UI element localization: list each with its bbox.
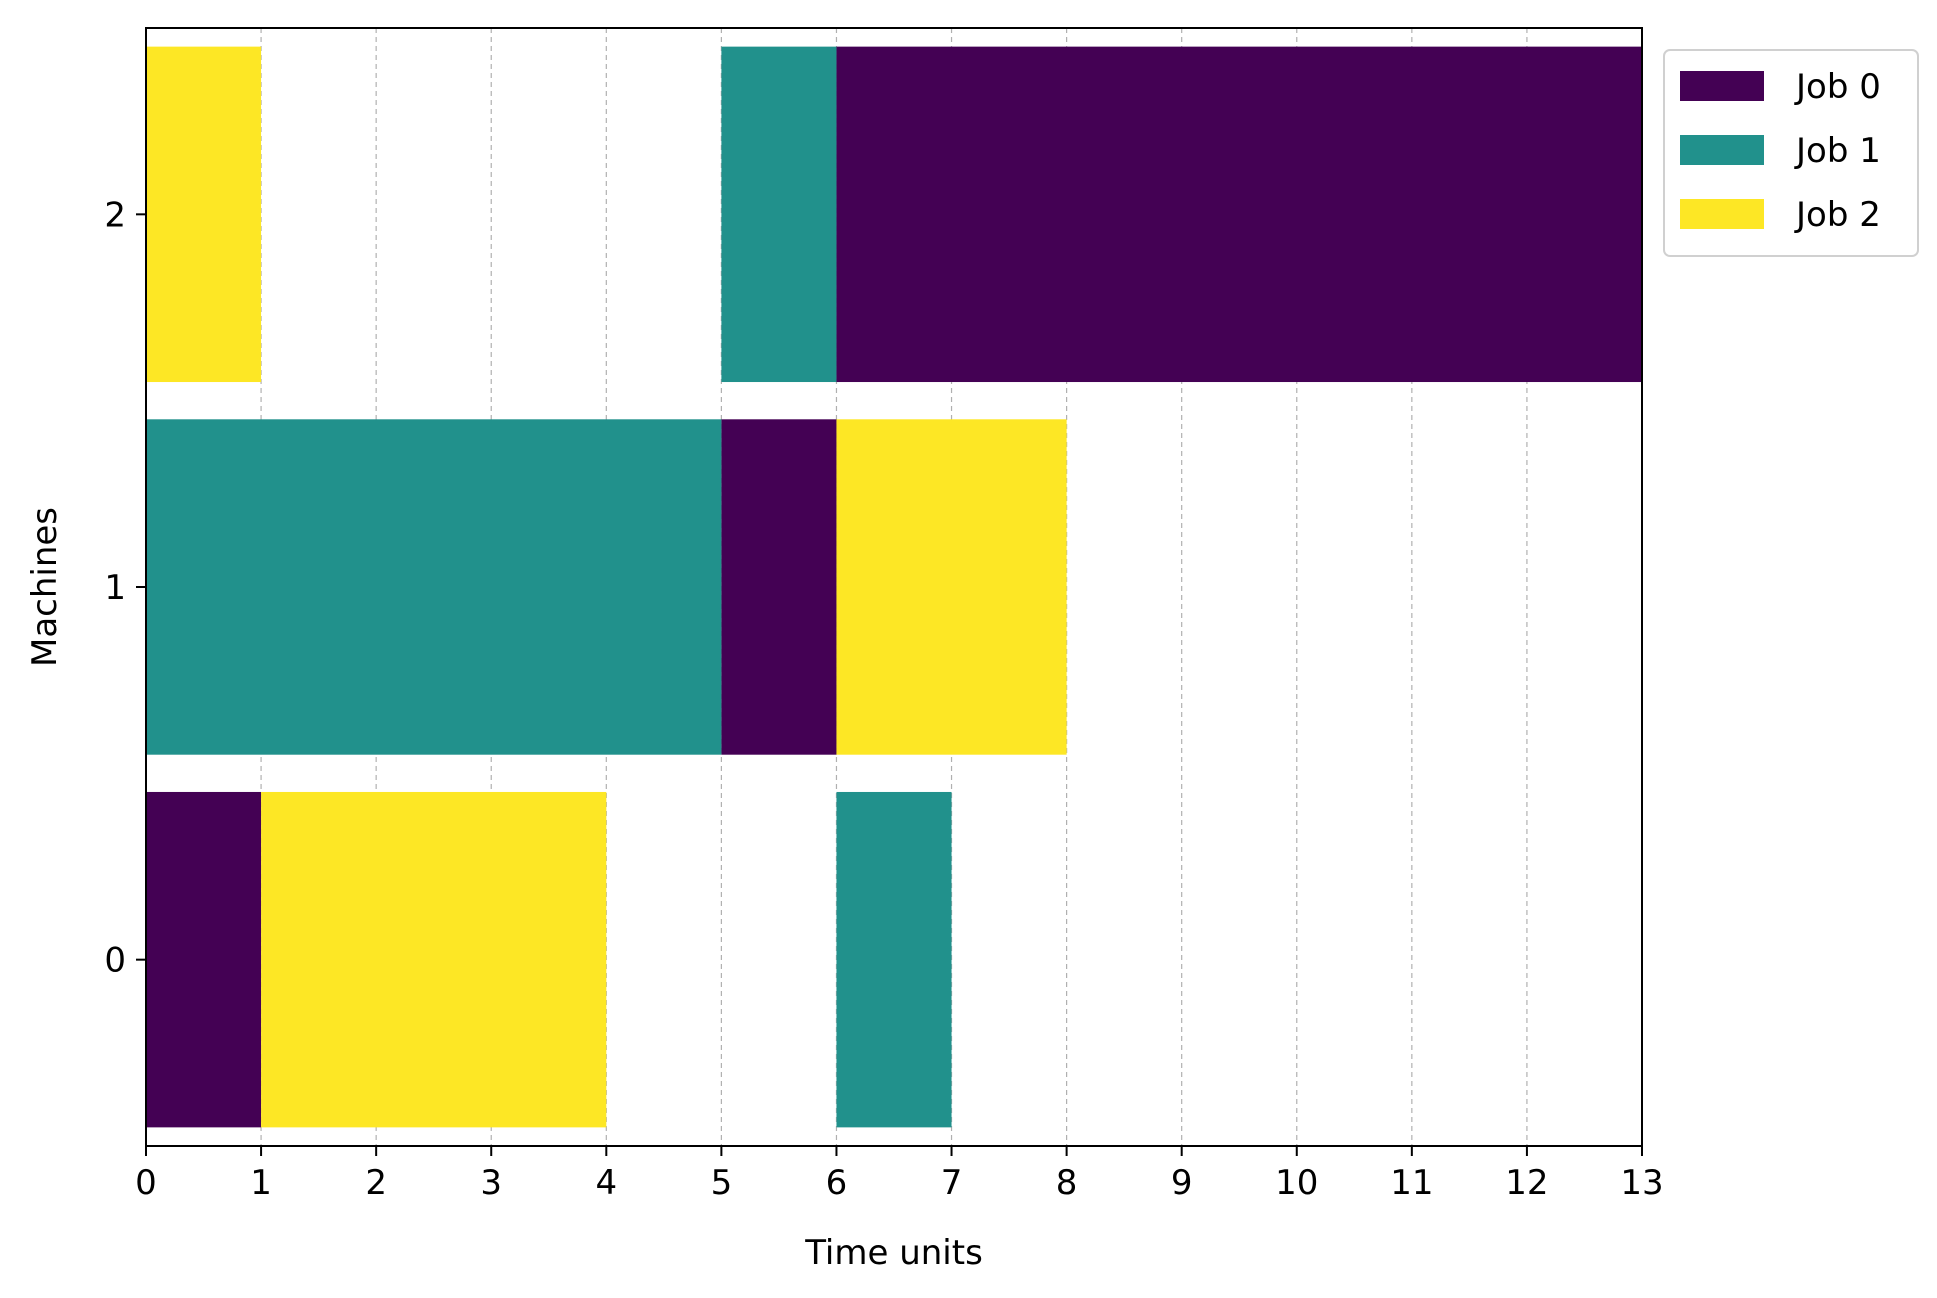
y-tick-label: 2 xyxy=(104,195,126,235)
task-bar xyxy=(721,46,837,383)
legend: Job 0 Job 1 Job 2 xyxy=(1663,49,1919,257)
task-bar xyxy=(146,791,262,1128)
task-bar xyxy=(146,46,262,383)
y-tick-label: 1 xyxy=(104,568,126,608)
x-tick-label: 8 xyxy=(1056,1163,1078,1203)
x-axis-label: Time units xyxy=(804,1233,983,1273)
legend-label: Job 2 xyxy=(1794,195,1881,235)
task-bar xyxy=(146,419,722,755)
task-bar xyxy=(721,419,837,755)
y-axis: 0 1 2 xyxy=(104,195,146,981)
legend-swatch xyxy=(1680,135,1764,165)
task-bars xyxy=(146,46,1642,1128)
x-tick-label: 12 xyxy=(1505,1163,1548,1203)
x-tick-label: 2 xyxy=(365,1163,387,1203)
x-tick-label: 5 xyxy=(711,1163,733,1203)
y-axis-label: Machines xyxy=(25,507,65,667)
task-bar xyxy=(261,791,607,1128)
x-tick-label: 13 xyxy=(1620,1163,1663,1203)
task-bar xyxy=(836,419,1067,755)
legend-label: Job 1 xyxy=(1794,131,1881,171)
x-tick-label: 6 xyxy=(826,1163,848,1203)
x-tick-label: 9 xyxy=(1171,1163,1193,1203)
x-tick-label: 0 xyxy=(135,1163,157,1203)
x-tick-label: 7 xyxy=(941,1163,963,1203)
x-tick-label: 4 xyxy=(595,1163,617,1203)
task-bar xyxy=(836,791,952,1128)
task-bar xyxy=(836,46,1642,383)
x-axis: 0 1 2 3 4 5 6 7 8 9 10 11 12 13 xyxy=(135,1146,1664,1203)
legend-label: Job 0 xyxy=(1794,67,1881,107)
y-tick-label: 0 xyxy=(104,941,126,981)
legend-swatch xyxy=(1680,71,1764,101)
legend-swatch xyxy=(1680,199,1764,229)
x-tick-label: 10 xyxy=(1275,1163,1318,1203)
x-tick-label: 3 xyxy=(480,1163,502,1203)
x-tick-label: 1 xyxy=(250,1163,272,1203)
x-tick-label: 11 xyxy=(1390,1163,1433,1203)
